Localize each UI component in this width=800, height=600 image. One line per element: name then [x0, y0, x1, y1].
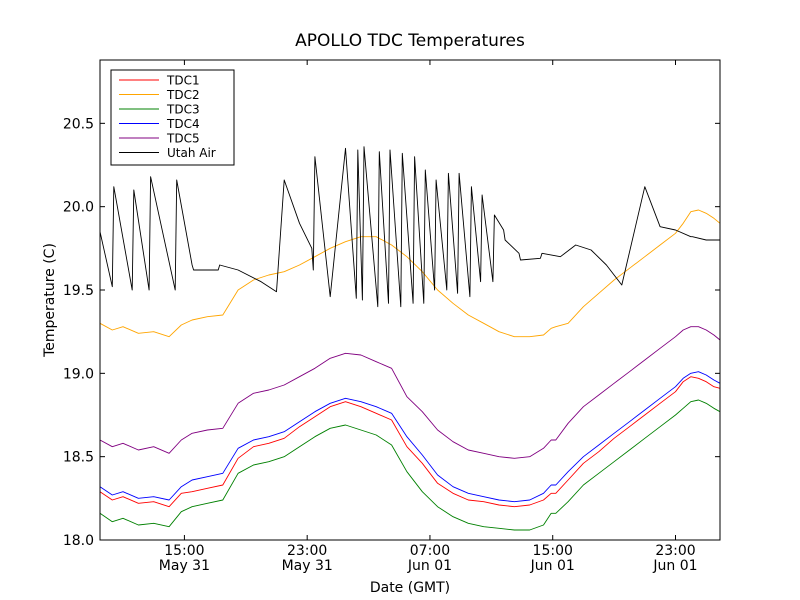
x-tick-label-date: Jun 01 — [530, 558, 575, 574]
x-axis-label: Date (GMT) — [370, 580, 450, 596]
y-tick-label: 20.0 — [63, 200, 94, 216]
x-tick-label-time: 23:00 — [655, 543, 695, 559]
x-tick-label-time: 07:00 — [410, 543, 450, 559]
legend-label: TDC1 — [166, 74, 200, 88]
series-line-tdc4 — [99, 371, 721, 503]
legend-label: TDC4 — [166, 117, 200, 131]
legend-box — [110, 69, 235, 166]
series-layer — [99, 146, 721, 531]
y-axis-label: Temperature (C) — [42, 243, 58, 358]
series-line-tdc5 — [99, 326, 721, 459]
legend-label: TDC5 — [166, 132, 200, 146]
x-tick-label-date: Jun 01 — [407, 558, 452, 574]
legend-label: TDC3 — [166, 103, 200, 117]
y-tick-label: 19.5 — [63, 283, 94, 299]
y-tick-label: 18.0 — [63, 533, 94, 549]
x-tick-label-date: Jun 01 — [652, 558, 697, 574]
x-tick-label-date: May 31 — [282, 558, 333, 574]
y-tick-label: 20.5 — [63, 116, 94, 132]
y-tick-label: 18.5 — [63, 450, 94, 466]
chart-title: APOLLO TDC Temperatures — [295, 31, 525, 51]
series-line-tdc3 — [99, 399, 721, 531]
x-tick-label-date: May 31 — [159, 558, 210, 574]
series-line-utah-air — [99, 146, 720, 308]
plot-frame — [99, 59, 721, 541]
legend-label: Utah Air — [167, 146, 216, 160]
series-line-tdc2 — [99, 209, 721, 338]
x-tick-label-time: 15:00 — [164, 543, 204, 559]
x-tick-label-time: 23:00 — [287, 543, 327, 559]
series-line-tdc1 — [99, 376, 721, 508]
legend-label: TDC2 — [166, 88, 200, 102]
y-tick-label: 19.0 — [63, 366, 94, 382]
x-tick-label-time: 15:00 — [533, 543, 573, 559]
